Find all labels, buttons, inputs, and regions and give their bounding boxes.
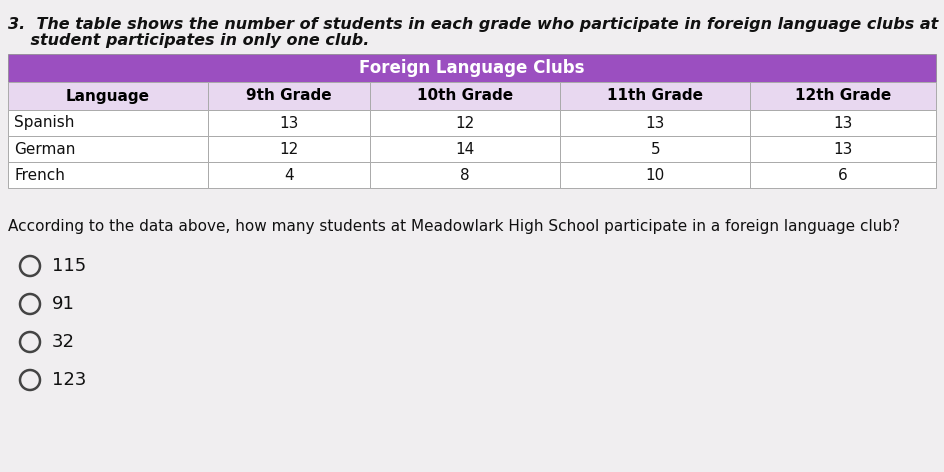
Bar bbox=[750, 82, 936, 110]
Text: 13: 13 bbox=[279, 116, 298, 130]
Text: 9th Grade: 9th Grade bbox=[245, 89, 331, 103]
Text: 4: 4 bbox=[284, 168, 294, 183]
Bar bbox=[560, 136, 750, 162]
Bar bbox=[8, 162, 208, 188]
Bar bbox=[750, 162, 936, 188]
Text: 32: 32 bbox=[52, 333, 75, 351]
Text: 115: 115 bbox=[52, 257, 86, 275]
Bar bbox=[8, 82, 208, 110]
Bar bbox=[208, 110, 370, 136]
Text: Spanish: Spanish bbox=[14, 116, 75, 130]
Text: 14: 14 bbox=[455, 142, 475, 157]
Text: 11th Grade: 11th Grade bbox=[607, 89, 703, 103]
Text: 13: 13 bbox=[834, 142, 852, 157]
Text: French: French bbox=[14, 168, 65, 183]
Bar bbox=[560, 110, 750, 136]
Text: 10th Grade: 10th Grade bbox=[417, 89, 514, 103]
Text: student participates in only one club.: student participates in only one club. bbox=[8, 33, 369, 48]
Text: 10: 10 bbox=[646, 168, 665, 183]
Text: German: German bbox=[14, 142, 76, 157]
Bar bbox=[370, 162, 560, 188]
Bar bbox=[208, 82, 370, 110]
Text: 13: 13 bbox=[834, 116, 852, 130]
Bar bbox=[8, 110, 208, 136]
Text: Foreign Language Clubs: Foreign Language Clubs bbox=[360, 59, 584, 77]
Bar bbox=[8, 136, 208, 162]
Bar bbox=[208, 136, 370, 162]
Text: Language: Language bbox=[66, 89, 150, 103]
Bar bbox=[8, 54, 936, 82]
Text: 12: 12 bbox=[279, 142, 298, 157]
Text: 6: 6 bbox=[838, 168, 848, 183]
Text: 123: 123 bbox=[52, 371, 86, 389]
Text: 3.  The table shows the number of students in each grade who participate in fore: 3. The table shows the number of student… bbox=[8, 17, 944, 32]
Bar bbox=[370, 136, 560, 162]
Text: 13: 13 bbox=[646, 116, 665, 130]
Bar bbox=[750, 110, 936, 136]
Text: 8: 8 bbox=[461, 168, 470, 183]
Text: According to the data above, how many students at Meadowlark High School partici: According to the data above, how many st… bbox=[8, 219, 901, 234]
Bar bbox=[560, 82, 750, 110]
Bar bbox=[370, 82, 560, 110]
Bar bbox=[560, 162, 750, 188]
Bar bbox=[370, 110, 560, 136]
Bar bbox=[208, 162, 370, 188]
Text: 12th Grade: 12th Grade bbox=[795, 89, 891, 103]
Text: 5: 5 bbox=[650, 142, 660, 157]
Bar bbox=[750, 136, 936, 162]
Text: 91: 91 bbox=[52, 295, 75, 313]
Text: 12: 12 bbox=[455, 116, 475, 130]
